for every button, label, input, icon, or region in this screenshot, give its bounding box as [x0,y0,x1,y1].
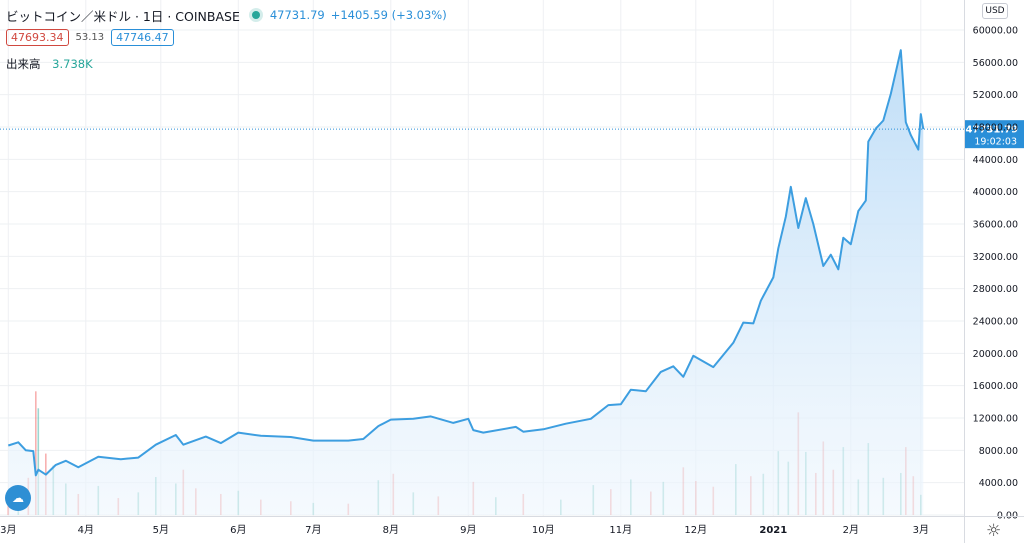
area-layer [7,49,925,515]
y-tick-label: 40000.00 [973,187,1018,198]
current-price-tag [965,120,1024,149]
x-tick-label: 9月 [460,524,476,536]
market-open-dot-icon [251,11,260,19]
bid-ask-row: 47693.34 53.13 47746.47 [6,29,174,46]
symbol-header: ビットコイン／米ドル · 1日 · COINBASE 47731.79 +140… [6,6,447,24]
y-tick-label: 4000.00 [979,478,1018,489]
ask-price[interactable]: 47746.47 [111,29,174,46]
x-tick-label: 2021 [759,525,787,536]
x-tick-label: 3月 [0,524,16,536]
volume-value: 3.738K [52,57,93,71]
y-tick-label: 56000.00 [973,58,1018,69]
current-price-tag-value: 47731.79 [965,125,1018,136]
volume-label: 出来高 [6,57,41,71]
x-tick-label: 11月 [609,524,632,536]
spread-value: 53.13 [75,32,105,43]
tradingview-logo-icon[interactable]: ☁ [5,485,31,511]
y-tick-label: 36000.00 [973,220,1018,231]
currency-button[interactable]: USD [982,3,1008,19]
volume-bar [35,391,37,515]
volume-bar [37,408,40,515]
bid-price[interactable]: 47693.34 [6,29,69,46]
y-tick-label: 20000.00 [973,349,1018,360]
y-tick-label: 52000.00 [973,90,1018,101]
y-tick-label: 48000.00 [973,123,1018,134]
y-tick-label: 12000.00 [973,414,1018,425]
x-tick-label: 4月 [78,524,94,536]
y-tick-label: 16000.00 [973,381,1018,392]
bar-countdown: 19:02:03 [974,137,1017,148]
x-tick-label: 12月 [684,524,707,536]
x-tick-label: 7月 [305,524,321,536]
x-tick-label: 2月 [843,524,859,536]
volume-legend[interactable]: 出来高 3.738K [6,56,93,72]
y-tick-label: 44000.00 [973,155,1018,166]
x-tick-label: 3月 [913,524,929,536]
price-change: +1405.59 (+3.03%) [330,8,447,22]
y-tick-label: 24000.00 [973,317,1018,328]
symbol-title[interactable]: ビットコイン／米ドル · 1日 · COINBASE [6,8,240,24]
x-tick-label: 5月 [153,524,169,536]
y-tick-label: 8000.00 [979,446,1018,457]
x-tick-label: 6月 [230,524,246,536]
y-tick-label: 60000.00 [973,26,1018,37]
x-tick-label: 10月 [532,524,555,536]
y-tick-label: 28000.00 [973,284,1018,295]
gear-icon[interactable]: ☼ [986,521,1002,541]
last-price: 47731.79 [269,8,325,22]
price-area-fill [8,50,924,515]
x-tick-label: 8月 [383,524,399,536]
price-line[interactable] [7,49,925,477]
y-tick-label: 32000.00 [973,252,1018,263]
